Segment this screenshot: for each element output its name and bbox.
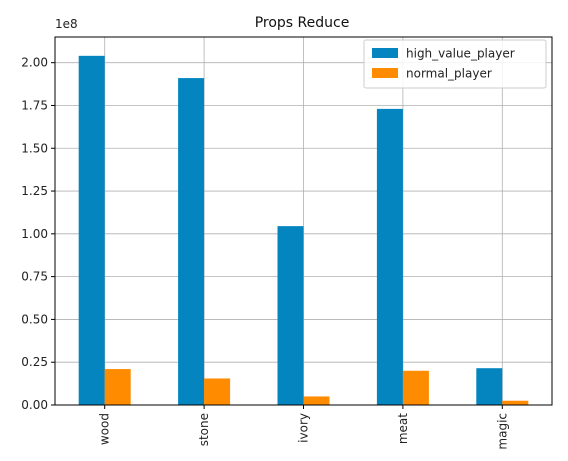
y-tick-label: 0.50: [21, 312, 48, 326]
y-tick-label: 0.00: [21, 398, 48, 412]
bar-normal_player-stone: [204, 378, 231, 405]
y-tick-label: 1.75: [21, 98, 48, 112]
bar-normal_player-meat: [402, 370, 429, 405]
legend-swatch: [372, 68, 398, 78]
legend-box: [363, 39, 547, 89]
y-tick-label: 1.50: [21, 141, 48, 155]
y-tick-label: 1.25: [21, 184, 48, 198]
bar-high_value_player-magic: [476, 368, 503, 405]
legend-swatch: [372, 48, 398, 58]
bar-high_value_player-ivory: [277, 226, 304, 405]
x-tick-label: stone: [197, 413, 211, 446]
bar-normal_player-wood: [104, 369, 131, 405]
y-tick-label: 1.00: [21, 227, 48, 241]
y-tick-label: 2.00: [21, 56, 48, 70]
legend: high_value_player normal_player: [363, 39, 547, 89]
chart-title: Props Reduce: [255, 15, 350, 31]
bars: [78, 55, 529, 406]
bar-high_value_player-stone: [178, 78, 205, 405]
x-tick-label: wood: [98, 413, 112, 445]
legend-label: normal_player: [406, 67, 492, 81]
legend-label: high_value_player: [406, 47, 515, 61]
bar-high_value_player-wood: [78, 55, 105, 405]
y-tick-label: 0.75: [21, 270, 48, 284]
x-tick-label: magic: [495, 413, 509, 450]
x-tick-label: meat: [396, 413, 410, 444]
y-axis-multiplier: 1e8: [55, 17, 78, 31]
x-tick-label: ivory: [297, 413, 311, 443]
bar-normal_player-ivory: [303, 396, 330, 405]
y-axis: 0.00 0.25 0.50 0.75 1.00 1.25 1.50 1.75 2.00: [21, 56, 55, 412]
x-axis: wood stone ivory meat magic: [98, 405, 509, 450]
bar-normal_player-magic: [502, 400, 529, 405]
y-tick-label: 0.25: [21, 355, 48, 369]
bar-high_value_player-meat: [376, 108, 403, 406]
